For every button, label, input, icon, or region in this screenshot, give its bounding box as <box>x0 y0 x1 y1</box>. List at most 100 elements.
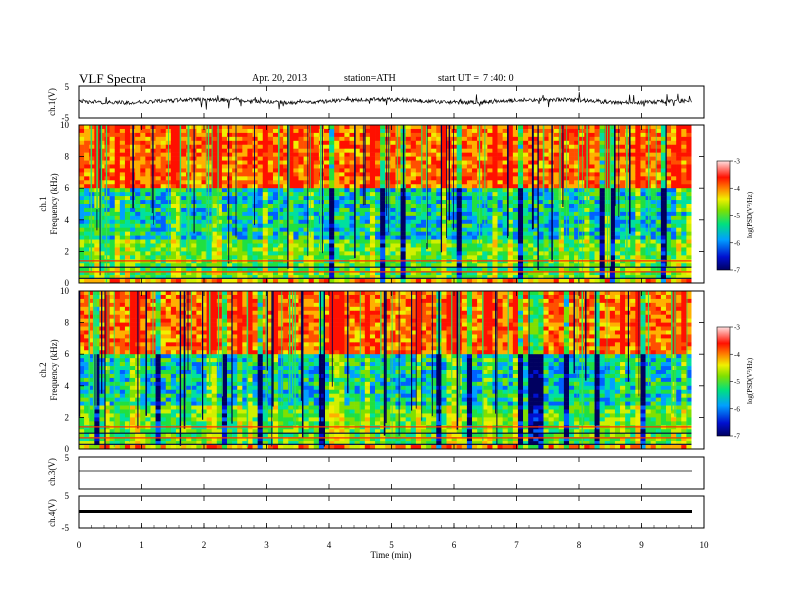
spectrogram-cell <box>181 136 187 142</box>
spectrogram-cell <box>160 231 167 236</box>
spectrogram-cell <box>79 219 85 225</box>
spectrogram-cell <box>364 204 371 209</box>
spectrogram-cell <box>385 275 391 280</box>
spectrogram-cell <box>232 180 238 185</box>
spectrogram-cell <box>130 263 136 268</box>
spectrogram-cell <box>456 215 463 221</box>
spectrogram-cell <box>553 148 560 153</box>
spectrogram-cell <box>267 192 274 197</box>
spectrogram-cell <box>135 172 141 177</box>
frequency-tick-label: 8 <box>65 152 70 162</box>
spectrogram-cell <box>492 223 498 228</box>
spectrogram-cell <box>99 247 105 252</box>
spectrogram-cell <box>252 144 258 149</box>
spectrogram-cell <box>206 125 212 130</box>
spectrogram-cell <box>594 231 600 236</box>
spectrogram-cell <box>497 200 503 205</box>
spectrogram-cell <box>553 168 560 173</box>
spectrogram-cell <box>257 211 264 217</box>
spectrogram-cell <box>665 196 672 201</box>
spectrogram-cell <box>650 279 657 284</box>
spectrogram-cell <box>665 219 672 225</box>
spectrogram-cell <box>252 180 258 185</box>
spectrogram-cell <box>324 223 330 228</box>
spectrogram-cell <box>237 180 243 185</box>
spectrogram-cell <box>283 219 289 225</box>
spectrogram-cell <box>252 279 258 284</box>
spectrogram-cell <box>614 140 621 146</box>
spectrogram-cell <box>181 200 187 205</box>
spectrogram-cell <box>252 152 258 157</box>
spectrogram-cell <box>426 204 432 209</box>
spectrogram-cell <box>227 219 233 225</box>
spectrogram-cell <box>528 180 534 185</box>
spectrogram-cell <box>252 255 258 260</box>
spectrogram-cell <box>278 128 284 134</box>
spectrogram-cell <box>517 164 524 169</box>
spectrogram-cell <box>354 207 361 213</box>
spectrogram-cell <box>242 184 248 189</box>
spectrogram-cell <box>109 188 116 193</box>
spectrogram-cell <box>104 200 110 205</box>
spectrogram-cell <box>543 275 549 280</box>
spectrogram-cell <box>267 176 274 181</box>
spectrogram-cell <box>334 239 340 244</box>
spectrogram-cell <box>620 160 626 165</box>
spectrogram-cell <box>349 211 355 217</box>
spectrogram-cell <box>211 223 218 228</box>
spectrogram-cell <box>227 279 233 284</box>
spectrogram-cell <box>252 267 258 272</box>
spectrogram-cell <box>472 211 478 217</box>
spectrogram-cell <box>681 152 687 157</box>
spectrogram-cell <box>543 184 549 189</box>
spectrogram-cell <box>278 152 284 157</box>
spectrogram-cell <box>308 235 315 240</box>
spectrogram-cell <box>145 219 151 225</box>
spectrogram-cell <box>660 144 667 149</box>
spectrogram-cell <box>196 132 202 138</box>
spectrogram-cell <box>242 125 248 130</box>
spectrogram-cell <box>574 176 580 181</box>
spectrogram-cell <box>160 156 167 161</box>
spectrogram-cell <box>655 279 662 284</box>
spectrogram-cell <box>579 192 585 197</box>
spectrogram-cell <box>344 152 350 157</box>
spectrogram-cell <box>665 275 672 280</box>
spectrogram-cell <box>130 211 136 217</box>
spectrogram-cell <box>232 164 238 169</box>
spectrogram-cell <box>538 168 544 173</box>
spectrogram-cell <box>349 275 355 280</box>
spectrogram-cell <box>584 263 590 268</box>
spectrogram-cell <box>79 413 85 418</box>
spectrogram-cell <box>369 192 376 197</box>
spectrogram-cell <box>497 164 503 169</box>
spectrogram-cell <box>635 188 641 193</box>
spectrogram-cell <box>272 223 279 228</box>
spectrogram-cell <box>329 211 335 217</box>
spectrogram-cell <box>620 196 626 201</box>
spectrogram-cell <box>262 243 269 248</box>
spectrogram-cell <box>155 235 161 240</box>
spectrogram-cell <box>369 200 376 205</box>
spectrogram-cell <box>211 144 218 149</box>
spectrogram-cell <box>650 144 657 149</box>
spectrogram-cell <box>635 267 641 272</box>
spectrogram-cell <box>303 156 309 161</box>
spectrogram-cell <box>324 215 330 221</box>
spectrogram-cell <box>579 160 585 165</box>
spectrogram-cell <box>84 239 90 244</box>
spectrogram-cell <box>160 132 167 138</box>
spectrogram-cell <box>175 125 182 130</box>
spectrogram-cell <box>211 267 218 272</box>
spectrogram-cell <box>609 164 616 169</box>
spectrogram-cell <box>359 231 366 236</box>
spectrogram-cell <box>99 223 105 228</box>
spectrogram-cell <box>655 251 662 256</box>
spectrogram-cell <box>686 223 692 228</box>
spectrogram-cell <box>196 172 202 177</box>
spectrogram-cell <box>609 196 616 201</box>
spectrogram-cell <box>415 200 422 205</box>
spectrogram-cell <box>329 196 335 201</box>
spectrogram-cell <box>160 271 167 276</box>
spectrogram-cell <box>681 164 687 169</box>
